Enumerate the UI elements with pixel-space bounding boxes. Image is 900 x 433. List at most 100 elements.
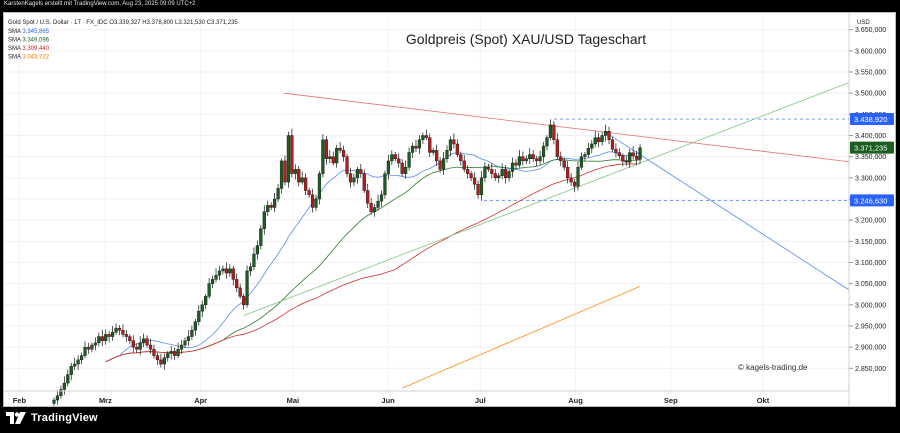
- candle-down: [486, 167, 490, 170]
- candle-down: [121, 330, 125, 335]
- candle-up: [407, 152, 411, 168]
- candle-up: [603, 131, 608, 136]
- legend-ohlc-key: O: [109, 20, 114, 26]
- month-label: Feb: [13, 396, 27, 405]
- legend-sma-value: 3.043,722: [22, 55, 49, 61]
- price-tag-text: 3.246,630: [854, 196, 887, 205]
- candle-up: [328, 156, 332, 159]
- candle-down: [331, 156, 335, 164]
- candle-up: [262, 211, 266, 229]
- candle-down: [631, 152, 635, 157]
- price-tag-text: 3.371,235: [854, 144, 887, 153]
- legend: Gold Spot / U.S. Dollar · 1T · FX_IDC O 3…: [8, 20, 238, 61]
- candle-up: [245, 270, 249, 306]
- candle-up: [252, 253, 256, 267]
- candle-down: [369, 203, 373, 212]
- candle-up: [528, 154, 532, 159]
- watermark: © kagels-trading.de: [738, 363, 808, 372]
- price-tick-label: 3.200,000: [855, 218, 886, 225]
- candle-up: [352, 177, 356, 183]
- candle-up: [410, 145, 415, 153]
- candle-up: [545, 137, 549, 147]
- candle-up: [586, 148, 590, 155]
- candle-down: [617, 152, 621, 156]
- candle-down: [597, 137, 601, 143]
- legend-ohlc-value: 3.321,530: [178, 20, 206, 26]
- month-label: Okt: [757, 396, 770, 405]
- candle-up: [190, 330, 194, 337]
- candle-up: [52, 399, 56, 404]
- candle-up: [169, 351, 173, 354]
- candle-down: [152, 349, 156, 356]
- candle-down: [324, 139, 328, 159]
- candle-up: [593, 137, 597, 145]
- candle-up: [583, 154, 587, 157]
- candle-up: [497, 175, 501, 179]
- candle-up: [355, 169, 359, 179]
- candle-down: [424, 135, 428, 138]
- candle-up: [204, 296, 208, 306]
- candle-up: [628, 152, 632, 163]
- candle-up: [286, 135, 291, 183]
- candle-down: [269, 205, 273, 208]
- candle-down: [128, 336, 132, 341]
- candle-down: [238, 287, 242, 297]
- candle-up: [373, 207, 377, 212]
- trendline-green: [243, 82, 850, 316]
- price-tick-label: 3.300,000: [855, 175, 886, 182]
- price-tick-label: 3.350,000: [855, 154, 886, 161]
- candle-down: [459, 154, 463, 162]
- legend-instrument: Gold Spot / U.S. Dollar · 1T · FX_IDC: [8, 20, 109, 26]
- legend-sma-row: SMA 3.309,440: [8, 46, 50, 52]
- sma-line-blue: [105, 151, 641, 362]
- candle-down: [242, 296, 246, 306]
- candle-up: [186, 336, 191, 341]
- price-tick-label: 3.050,000: [855, 281, 886, 288]
- currency-label: USD: [857, 20, 870, 26]
- candle-down: [224, 268, 228, 274]
- candle-down: [624, 160, 628, 163]
- tradingview-logo[interactable]: TradingView: [6, 411, 98, 425]
- candle-up: [386, 160, 390, 174]
- month-label: Sep: [664, 396, 678, 405]
- candle-up: [579, 156, 584, 168]
- price-tick-label: 3.500,000: [855, 91, 886, 98]
- candle-down: [452, 139, 456, 145]
- candle-up: [479, 177, 484, 195]
- candle-up: [279, 160, 284, 189]
- price-labels-layer: 3.438,920 3.371,235 3.246,630: [850, 113, 894, 207]
- candle-up: [483, 167, 487, 179]
- sma-line-green: [105, 159, 641, 362]
- candle-down: [438, 160, 442, 170]
- legend-sma-row: SMA 3.345,865: [8, 29, 50, 35]
- legend-ohlc-key: L: [175, 20, 179, 26]
- candle-up: [97, 336, 101, 344]
- candle-down: [155, 355, 160, 361]
- candle-up: [600, 135, 604, 143]
- candle-down: [397, 158, 401, 164]
- legend-header: Gold Spot / U.S. Dollar · 1T · FX_IDC O 3…: [8, 20, 238, 26]
- price-tick-label: 3.600,000: [855, 48, 886, 55]
- candle-up: [69, 365, 73, 375]
- price-tick-label: 2.900,000: [855, 345, 886, 352]
- candle-up: [193, 321, 197, 331]
- candle-down: [614, 149, 618, 153]
- price-chart[interactable]: 2.850,000 2.900,000 2.950,000 3.000,000 3.05…: [4, 13, 895, 406]
- candle-down: [148, 344, 153, 350]
- candle-up: [114, 327, 118, 333]
- legend-sma-name: SMA: [8, 55, 22, 61]
- candle-down: [362, 173, 366, 191]
- legend-sma-value: 3.309,440: [22, 46, 49, 52]
- candle-down: [531, 154, 535, 159]
- candle-up: [317, 173, 322, 200]
- price-tick-label: 3.000,000: [855, 302, 886, 309]
- candle-up: [576, 167, 580, 187]
- candle-up: [638, 147, 642, 160]
- candle-up: [138, 342, 142, 350]
- candle-up: [507, 171, 511, 179]
- candle-down: [304, 177, 308, 191]
- candle-up: [421, 135, 425, 140]
- price-tick-label: 2.950,000: [855, 323, 886, 330]
- candle-up: [248, 266, 253, 272]
- candle-down: [100, 336, 104, 341]
